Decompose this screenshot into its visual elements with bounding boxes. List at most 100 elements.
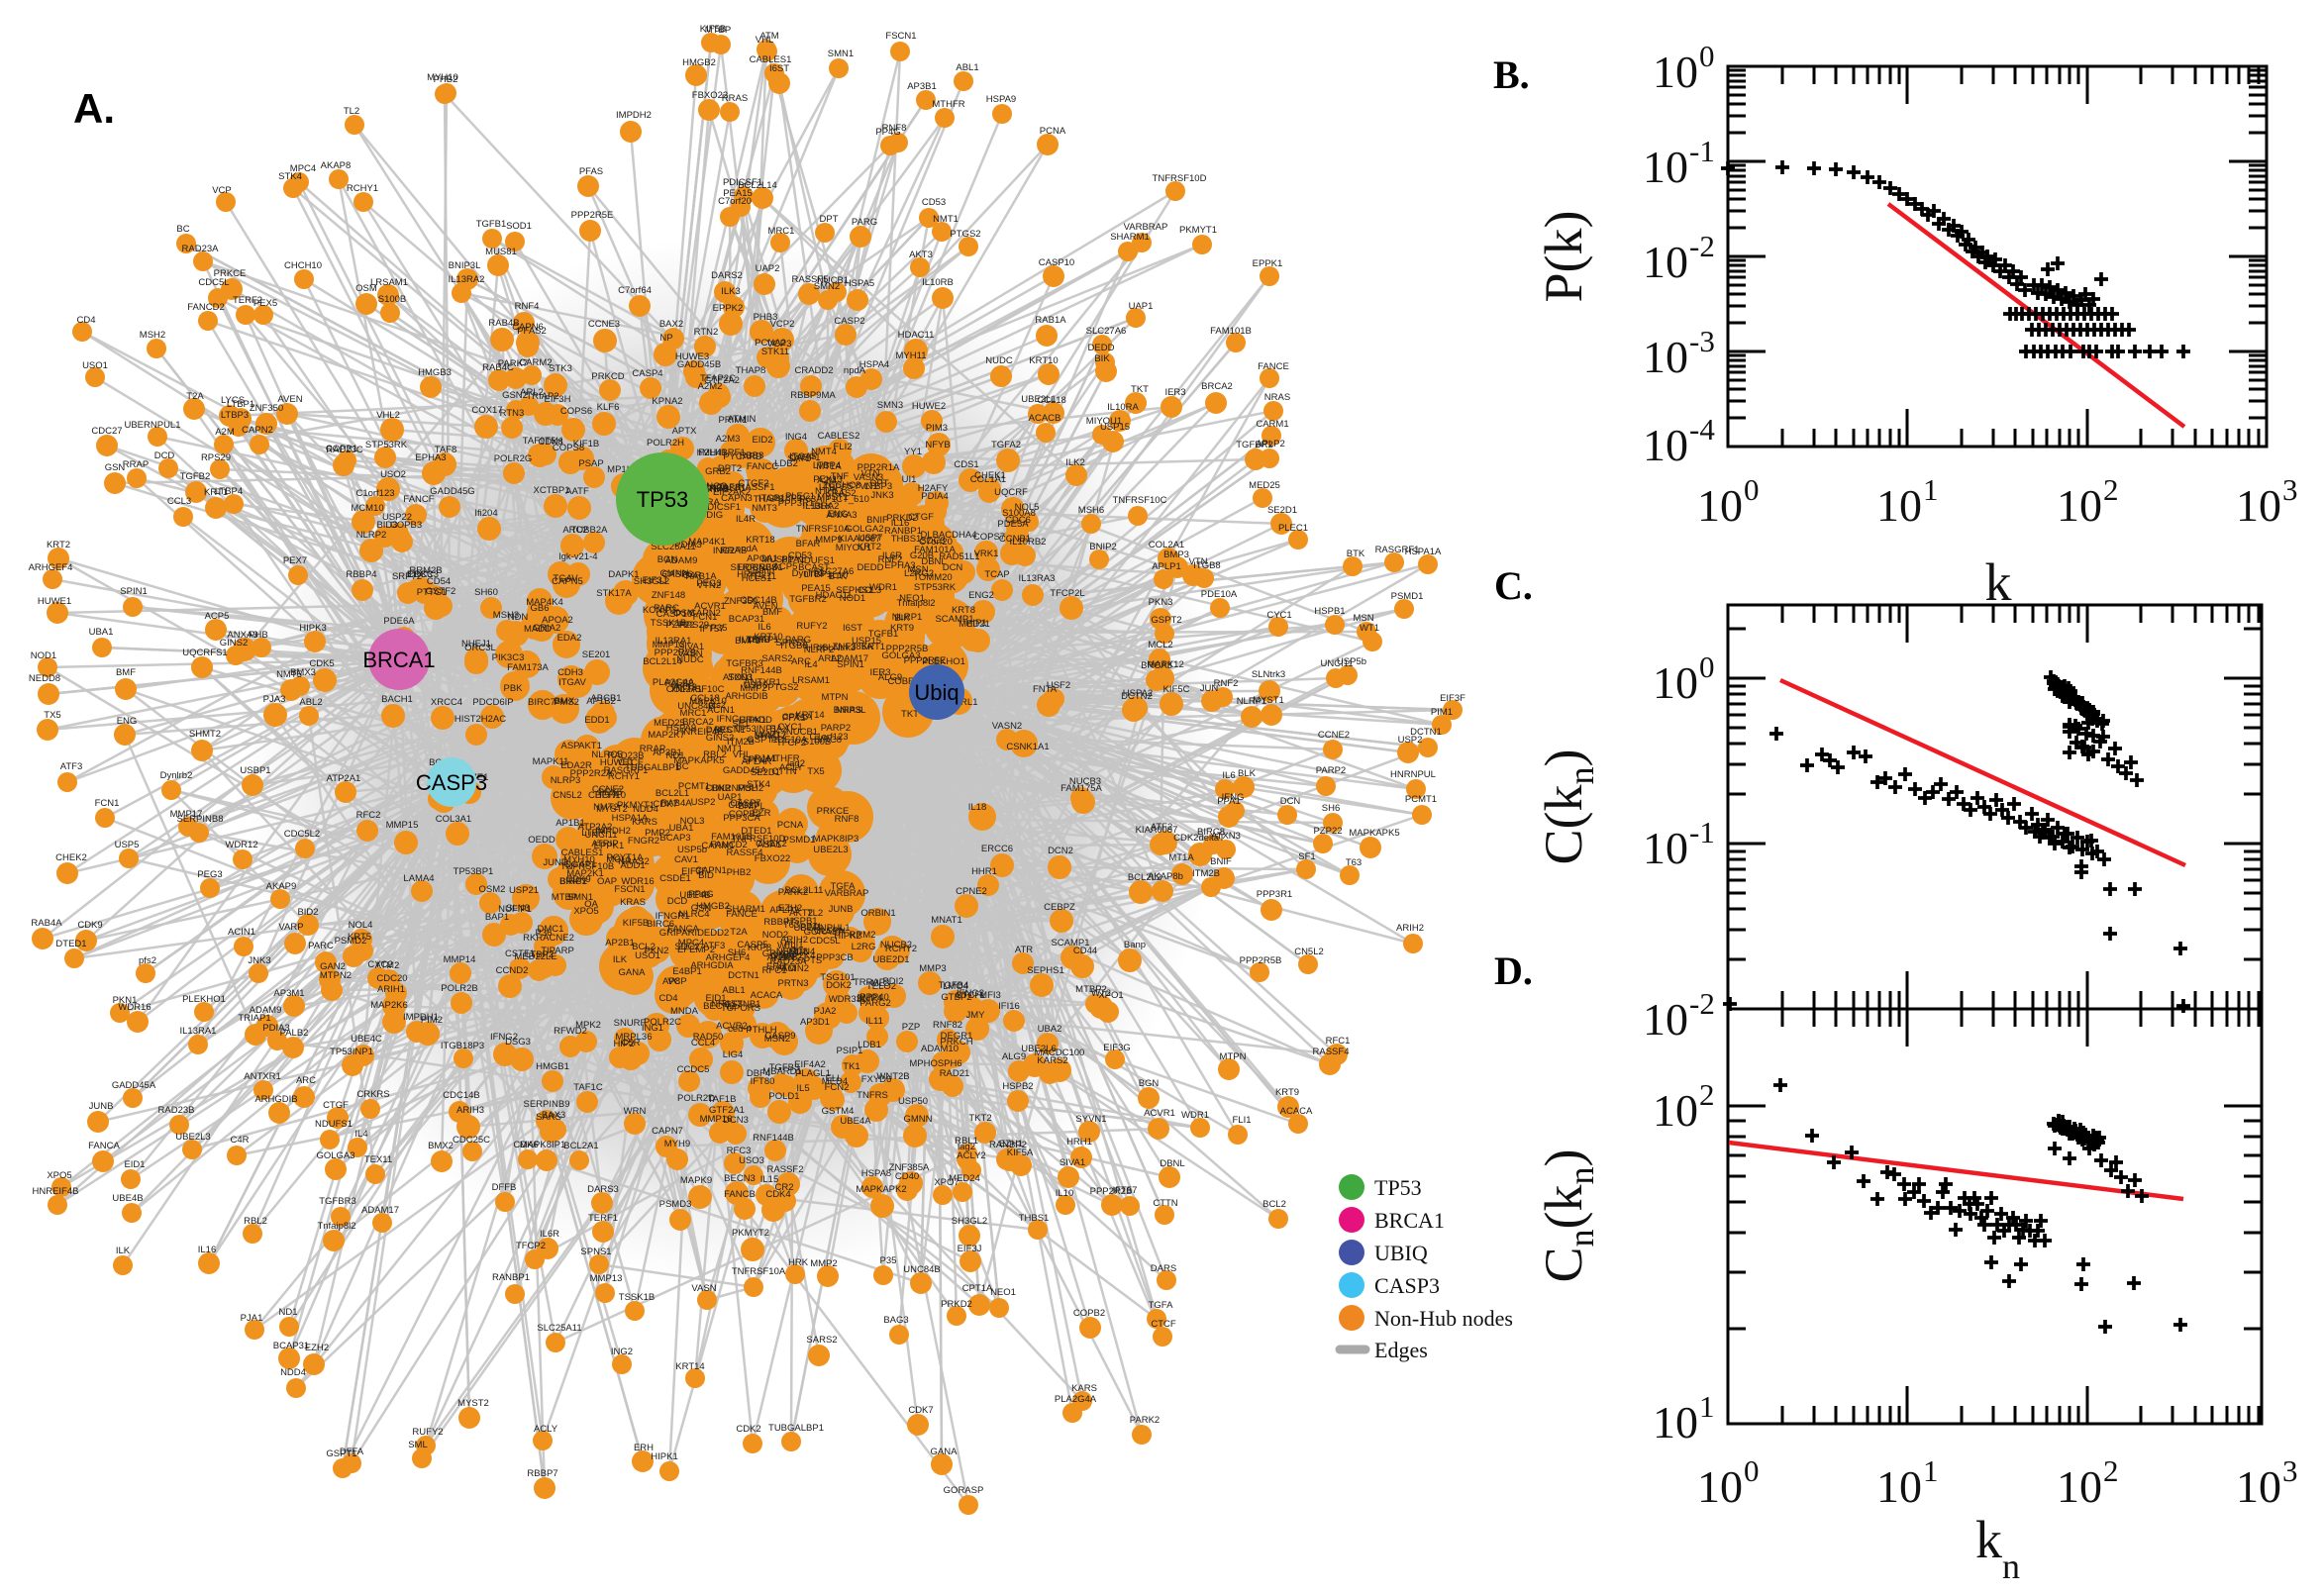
svg-text:LMO4: LMO4 xyxy=(943,981,968,992)
svg-text:DLBACDHA4: DLBACDHA4 xyxy=(920,530,976,541)
svg-text:ORBIN1: ORBIN1 xyxy=(860,908,895,919)
svg-text:PDCD6IP: PDCD6IP xyxy=(472,697,513,708)
svg-text:AP8: AP8 xyxy=(662,976,680,987)
svg-text:DBF4: DBF4 xyxy=(747,1068,770,1079)
svg-text:ARHGDIB: ARHGDIB xyxy=(725,691,767,702)
svg-text:ADAM9: ADAM9 xyxy=(665,555,698,566)
svg-text:NOD1: NOD1 xyxy=(840,593,865,604)
svg-text:CSDE1: CSDE1 xyxy=(659,873,691,884)
svg-text:BCL2L11: BCL2L11 xyxy=(785,885,824,896)
svg-text:SE201: SE201 xyxy=(582,649,611,660)
svg-text:LRSAM1: LRSAM1 xyxy=(792,675,830,686)
svg-text:ERCC6: ERCC6 xyxy=(981,844,1013,854)
svg-text:HHR1: HHR1 xyxy=(971,866,997,877)
svg-text:KRT10: KRT10 xyxy=(754,632,782,643)
svg-text:DFFA: DFFA xyxy=(595,790,620,801)
svg-text:CASP6: CASP6 xyxy=(661,569,692,580)
svg-text:KRT14: KRT14 xyxy=(795,710,824,721)
svg-text:MFI3: MFI3 xyxy=(979,990,1001,1001)
svg-text:BIRC7: BIRC7 xyxy=(528,697,556,708)
svg-text:NUFIP1: NUFIP1 xyxy=(498,904,532,915)
svg-text:FBXO22: FBXO22 xyxy=(755,853,790,864)
svg-text:STP53RK: STP53RK xyxy=(914,582,957,593)
svg-text:ACLY: ACLY xyxy=(779,762,804,773)
svg-text:ENG: ENG xyxy=(828,509,849,520)
svg-text:MMP14: MMP14 xyxy=(444,954,476,965)
svg-text:MAPK11: MAPK11 xyxy=(533,756,569,767)
svg-text:RNF82: RNF82 xyxy=(933,1020,962,1031)
svg-text:TGFBR2: TGFBR2 xyxy=(789,594,826,605)
svg-text:PMS2: PMS2 xyxy=(554,697,579,708)
svg-text:ORC3L: ORC3L xyxy=(464,643,496,653)
svg-text:GTBP2: GTBP2 xyxy=(941,992,971,1003)
svg-text:ML3: ML3 xyxy=(871,978,889,989)
svg-text:IFNGR1: IFNGR1 xyxy=(656,911,690,922)
svg-text:JMY: JMY xyxy=(966,1010,986,1021)
svg-text:T2A: T2A xyxy=(730,927,748,938)
svg-text:UBE2L3: UBE2L3 xyxy=(813,845,848,855)
svg-text:APOA1: APOA1 xyxy=(747,553,778,564)
svg-text:NRAS: NRAS xyxy=(836,705,861,716)
svg-text:PKN2: PKN2 xyxy=(645,946,669,956)
svg-text:STK4: STK4 xyxy=(747,779,770,790)
svg-text:IL11: IL11 xyxy=(865,1016,883,1027)
svg-text:PTHLH: PTHLH xyxy=(746,1025,776,1036)
svg-text:UBE2D1: UBE2D1 xyxy=(873,954,910,965)
svg-text:CDH3: CDH3 xyxy=(557,667,583,678)
svg-text:IL16: IL16 xyxy=(891,518,910,529)
svg-text:TNFRSF10A: TNFRSF10A xyxy=(796,524,851,535)
svg-text:CABLES2: CABLES2 xyxy=(818,431,860,442)
svg-text:XRCC4: XRCC4 xyxy=(431,697,462,708)
svg-text:L2RG: L2RG xyxy=(852,942,876,952)
svg-text:DAPK1: DAPK1 xyxy=(608,569,639,580)
svg-text:ILK: ILK xyxy=(613,954,628,965)
svg-text:FNGR2: FNGR2 xyxy=(628,836,659,847)
svg-text:SHARM1: SHARM1 xyxy=(726,904,765,915)
svg-text:CAPN2: CAPN2 xyxy=(689,608,721,619)
svg-text:ZNF350: ZNF350 xyxy=(724,596,758,607)
svg-text:HCLS1: HCLS1 xyxy=(742,573,772,584)
svg-text:Ifi204: Ifi204 xyxy=(474,508,497,519)
svg-text:GB6: GB6 xyxy=(530,603,549,614)
svg-text:TGAV: TGAV xyxy=(553,573,578,584)
svg-text:OSM2: OSM2 xyxy=(479,884,506,895)
svg-text:BCL2L1: BCL2L1 xyxy=(656,788,689,799)
svg-text:Tnfaip8l2: Tnfaip8l2 xyxy=(896,598,935,609)
svg-text:IL18: IL18 xyxy=(968,802,987,813)
svg-text:PLA2G4A: PLA2G4A xyxy=(653,677,695,688)
svg-text:BCL2L14: BCL2L14 xyxy=(643,656,682,667)
svg-text:FXYD6: FXYD6 xyxy=(861,1074,892,1085)
svg-text:GANA: GANA xyxy=(619,967,647,978)
svg-text:BTK: BTK xyxy=(829,571,848,582)
svg-text:BIRC8: BIRC8 xyxy=(814,735,842,746)
svg-text:TGFBR3: TGFBR3 xyxy=(726,658,762,669)
svg-text:OA: OA xyxy=(584,899,598,910)
svg-text:ACVR2: ACVR2 xyxy=(716,1021,748,1032)
svg-text:SARS2: SARS2 xyxy=(761,653,792,664)
svg-text:MSH3: MSH3 xyxy=(493,610,519,621)
svg-text:LDB1: LDB1 xyxy=(858,1040,881,1050)
svg-text:DEDD: DEDD xyxy=(858,562,884,573)
svg-text:MAPK10: MAPK10 xyxy=(689,696,727,707)
svg-text:BC: BC xyxy=(675,761,688,772)
svg-text:USP2: USP2 xyxy=(691,797,716,808)
svg-text:ELL: ELL xyxy=(826,1073,843,1084)
svg-text:CPNE2: CPNE2 xyxy=(956,886,987,897)
svg-text:KRT18: KRT18 xyxy=(746,535,774,546)
svg-text:BID: BID xyxy=(698,870,714,881)
svg-text:lgk-v21-4: lgk-v21-4 xyxy=(558,551,597,562)
svg-text:ASP: ASP xyxy=(560,741,579,751)
svg-text:MMP3: MMP3 xyxy=(919,963,946,974)
svg-text:KRT8: KRT8 xyxy=(952,605,975,616)
svg-text:POLD1: POLD1 xyxy=(768,1091,799,1102)
svg-text:KIF5B: KIF5B xyxy=(623,918,649,929)
svg-text:PZP: PZP xyxy=(902,1022,920,1033)
svg-text:FLI2: FLI2 xyxy=(833,442,852,452)
svg-text:KCNIP3: KCNIP3 xyxy=(643,605,676,616)
svg-text:IFNG: IFNG xyxy=(717,714,740,725)
svg-text:EZR: EZR xyxy=(753,808,771,819)
svg-text:BCAP31: BCAP31 xyxy=(729,614,764,625)
svg-text:ZNF148: ZNF148 xyxy=(652,590,685,601)
svg-text:EID2: EID2 xyxy=(752,435,772,446)
svg-text:AP2B1: AP2B1 xyxy=(605,938,635,948)
